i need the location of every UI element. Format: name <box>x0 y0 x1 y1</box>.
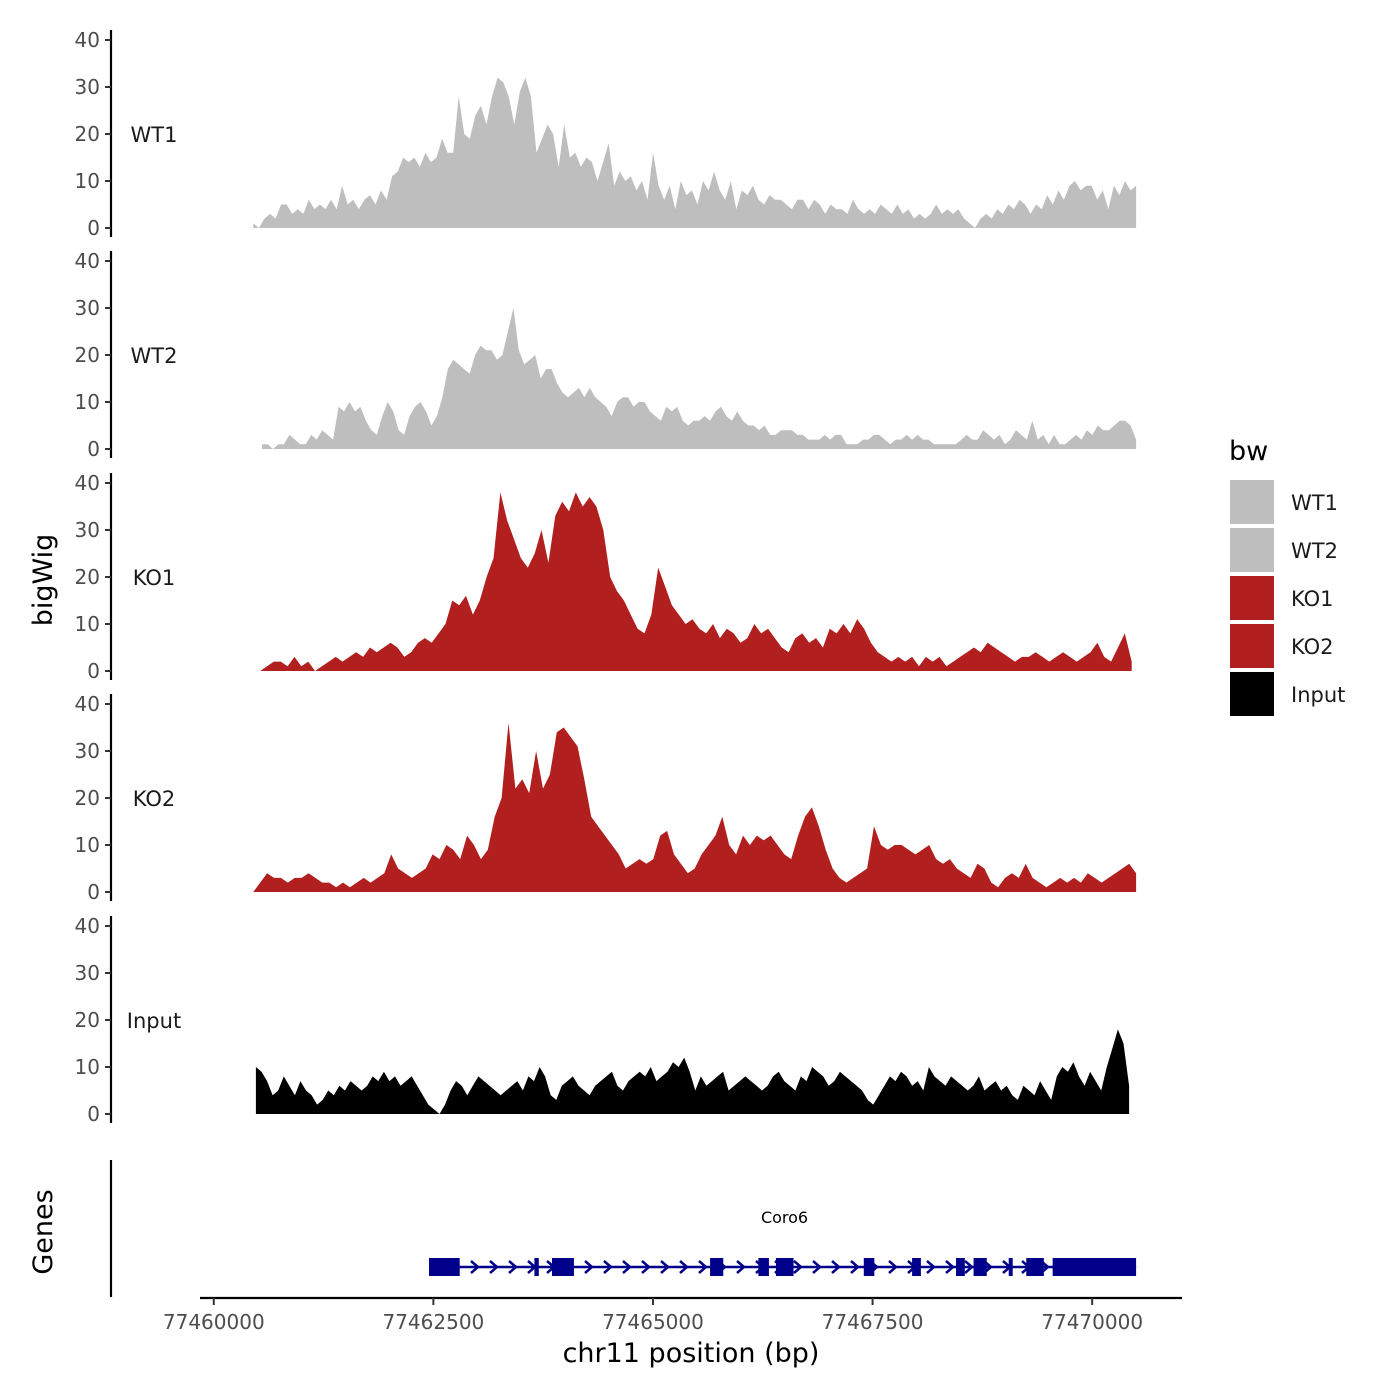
exon-6 <box>775 1258 794 1276</box>
y-tick-label: 30 <box>75 739 100 763</box>
legend-label-wt2: WT2 <box>1291 539 1338 563</box>
x-tick-label: 77460000 <box>163 1310 265 1334</box>
x-tick-label: 77467500 <box>822 1310 924 1334</box>
area-wt2 <box>262 308 1137 449</box>
track-label-input: Input <box>127 1009 181 1033</box>
y-tick-label: 40 <box>75 914 100 938</box>
y-tick-label: 30 <box>75 75 100 99</box>
y-tick-label: 0 <box>87 1102 100 1126</box>
strand-arrow <box>888 1260 898 1274</box>
y-axis-title: bigWig <box>28 534 59 627</box>
strand-arrow <box>679 1260 689 1274</box>
exon-7 <box>863 1258 875 1276</box>
y-tick-label: 20 <box>75 1008 100 1032</box>
strand-arrow <box>698 1260 708 1274</box>
strand-arrow <box>812 1260 822 1274</box>
track-input: 0 10 20 30 40 Input <box>75 914 1130 1126</box>
x-tick-label: 77470000 <box>1041 1310 1143 1334</box>
y-tick-label: 40 <box>75 28 100 52</box>
legend-key-ko2 <box>1230 624 1274 668</box>
exon-13 <box>1052 1258 1137 1276</box>
area-wt1 <box>253 77 1137 228</box>
area-input <box>255 1029 1130 1114</box>
track-ko1: 0 10 20 30 40 KO1 <box>75 471 1132 683</box>
track-label-ko2: KO2 <box>133 787 176 811</box>
legend-label-wt1: WT1 <box>1291 491 1338 515</box>
strand-arrow <box>641 1260 651 1274</box>
y-tick-label: 30 <box>75 961 100 985</box>
area-ko1 <box>253 492 1132 671</box>
track-label-ko1: KO1 <box>133 566 176 590</box>
track-label-wt1: WT1 <box>131 123 178 147</box>
exon-2 <box>534 1258 539 1276</box>
strand-arrow <box>603 1260 613 1274</box>
exon-12 <box>1026 1258 1044 1276</box>
exon-11 <box>1008 1258 1013 1276</box>
strand-arrow <box>964 1260 974 1274</box>
y-tick-label: 10 <box>75 1055 100 1079</box>
x-tick-label: 77465000 <box>602 1310 704 1334</box>
legend-title: bw <box>1229 436 1268 467</box>
strand-arrow <box>660 1260 670 1274</box>
strand-arrow <box>945 1260 955 1274</box>
genes-axis-title: Genes <box>28 1189 59 1274</box>
y-tick-label: 0 <box>87 659 100 683</box>
strand-arrow <box>622 1260 632 1274</box>
y-tick-label: 20 <box>75 343 100 367</box>
exon-4 <box>710 1258 724 1276</box>
y-tick-label: 20 <box>75 786 100 810</box>
gene-name-label: Coro6 <box>761 1208 808 1227</box>
x-axis: 77460000 77462500 77465000 77467500 77470000 <box>163 1296 1182 1334</box>
y-tick-label: 10 <box>75 169 100 193</box>
exon-5 <box>758 1258 769 1276</box>
strand-arrow <box>850 1260 860 1274</box>
legend-key-wt1 <box>1230 480 1274 524</box>
strand-arrow <box>831 1260 841 1274</box>
strand-arrow <box>584 1260 594 1274</box>
y-tick-label: 0 <box>87 437 100 461</box>
y-tick-label: 30 <box>75 296 100 320</box>
strand-arrow <box>736 1260 746 1274</box>
y-tick-label: 40 <box>75 249 100 273</box>
exon-3 <box>551 1258 574 1276</box>
exon-8 <box>912 1258 921 1276</box>
strand-arrow <box>793 1260 803 1274</box>
y-tick-label: 10 <box>75 612 100 636</box>
y-tick-label: 40 <box>75 692 100 716</box>
legend: bw WT1 WT2 KO1 KO2 Input <box>1229 436 1345 716</box>
y-tick-label: 10 <box>75 833 100 857</box>
exon-10 <box>973 1258 987 1276</box>
legend-key-ko1 <box>1230 576 1274 620</box>
y-tick-label: 30 <box>75 518 100 542</box>
legend-key-wt2 <box>1230 528 1274 572</box>
exon-9 <box>956 1258 965 1276</box>
y-tick-label: 20 <box>75 122 100 146</box>
legend-label-ko2: KO2 <box>1291 635 1334 659</box>
track-wt1: 0 10 20 30 40 WT1 <box>75 28 1137 240</box>
y-tick-label: 40 <box>75 471 100 495</box>
x-tick-label: 77462500 <box>382 1310 484 1334</box>
y-tick-label: 20 <box>75 565 100 589</box>
gene-track: Coro6 <box>109 1160 1137 1297</box>
track-ko2: 0 10 20 30 40 KO2 <box>75 692 1137 904</box>
track-label-wt2: WT2 <box>131 344 178 368</box>
bigwig-tracks: 0 10 20 30 40 WT1 0 10 20 30 40 WT2 0 10 20 30 40 KO1 0 10 2… <box>75 28 1137 1126</box>
y-tick-label: 10 <box>75 390 100 414</box>
exon-1 <box>428 1258 460 1276</box>
legend-label-ko1: KO1 <box>1291 587 1334 611</box>
strand-arrow <box>508 1260 518 1274</box>
strand-arrow <box>489 1260 499 1274</box>
track-wt2: 0 10 20 30 40 WT2 <box>75 249 1137 461</box>
x-axis-title: chr11 position (bp) <box>563 1338 820 1369</box>
legend-label-input: Input <box>1291 683 1345 707</box>
area-ko2 <box>253 722 1137 892</box>
strand-arrow <box>470 1260 480 1274</box>
y-tick-label: 0 <box>87 880 100 904</box>
y-tick-label: 0 <box>87 216 100 240</box>
legend-key-input <box>1230 672 1274 716</box>
strand-arrow <box>926 1260 936 1274</box>
